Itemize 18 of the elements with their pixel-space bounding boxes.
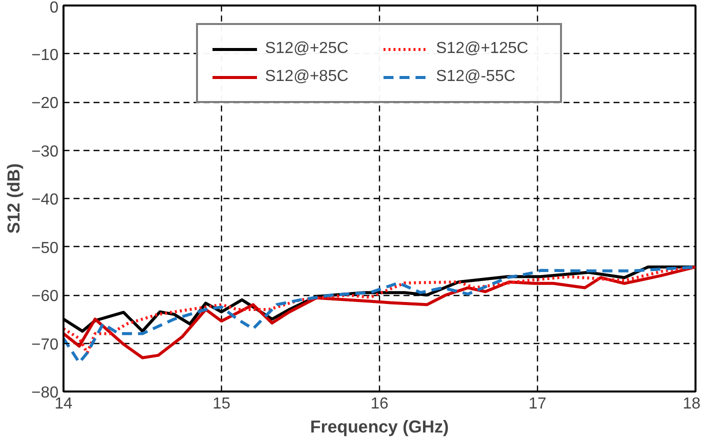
y-tick-label: 0 [50,0,59,16]
x-tick-label: 15 [212,396,230,412]
x-tick-label: 16 [370,396,388,412]
y-axis-title: S12 (dB) [3,163,24,234]
y-tick-label: −30 [31,143,59,160]
y-tick-label: −50 [31,240,59,257]
legend-label: S12@+125C [436,40,530,58]
y-tick-label: −10 [31,46,59,64]
y-tick-label: −60 [31,288,59,305]
x-axis-title: Frequency (GHz) [310,416,449,436]
x-tick-label: 17 [528,396,546,412]
legend-label: S12@-55C [436,68,516,86]
y-tick-label: −70 [31,336,59,354]
y-tick-label: −40 [31,192,59,208]
legend-label: S12@+85C [265,68,350,86]
legend-label: S12@+25C [265,40,350,58]
y-tick-label: −20 [31,95,59,112]
x-tick-label: 18 [682,396,701,412]
